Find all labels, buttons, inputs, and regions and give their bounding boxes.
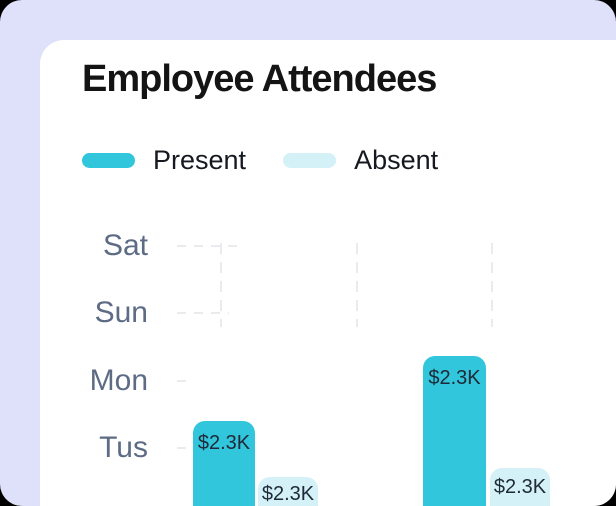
gridline-horizontal-sat — [177, 245, 241, 247]
bar-value-label: $2.3K — [197, 432, 251, 454]
legend-item-absent[interactable]: Absent — [283, 145, 438, 176]
legend-item-present[interactable]: Present — [82, 145, 246, 176]
gridline-horizontal-tus — [177, 447, 187, 449]
chart-legend: Present Absent — [82, 145, 438, 176]
gridline-vertical-1 — [220, 243, 222, 327]
bar-value-label: $2.3K — [493, 476, 547, 498]
attendance-bar-chart: Sat Sun Mon Tus $2.3K $2.3K $2.3K $2.3K — [40, 40, 616, 506]
bar-group2-absent[interactable]: $2.3K — [490, 468, 550, 506]
y-tick-label-sun: Sun — [94, 296, 148, 329]
gridline-horizontal-sun — [177, 312, 229, 314]
bar-group2-present[interactable]: $2.3K — [423, 356, 486, 506]
y-tick-label-sat: Sat — [102, 229, 148, 262]
legend-label-present: Present — [153, 145, 247, 175]
absent-swatch-icon — [283, 153, 337, 168]
y-tick-label-mon: Mon — [89, 364, 148, 397]
bar-group1-present[interactable]: $2.3K — [193, 421, 255, 506]
legend-label-absent: Absent — [354, 145, 439, 175]
page-title: Employee Attendees — [82, 58, 437, 100]
gridline-vertical-3 — [491, 243, 493, 327]
gridline-horizontal-mon — [177, 380, 187, 382]
attendance-card: Employee Attendees Present Absent Sat Su… — [40, 40, 616, 506]
bar-value-label: $2.3K — [261, 483, 315, 505]
y-tick-label-tus: Tus — [99, 431, 148, 464]
bar-value-label: $2.3K — [428, 367, 481, 389]
present-swatch-icon — [82, 153, 135, 168]
gridline-vertical-2 — [356, 243, 358, 327]
bar-group1-absent[interactable]: $2.3K — [258, 477, 318, 506]
